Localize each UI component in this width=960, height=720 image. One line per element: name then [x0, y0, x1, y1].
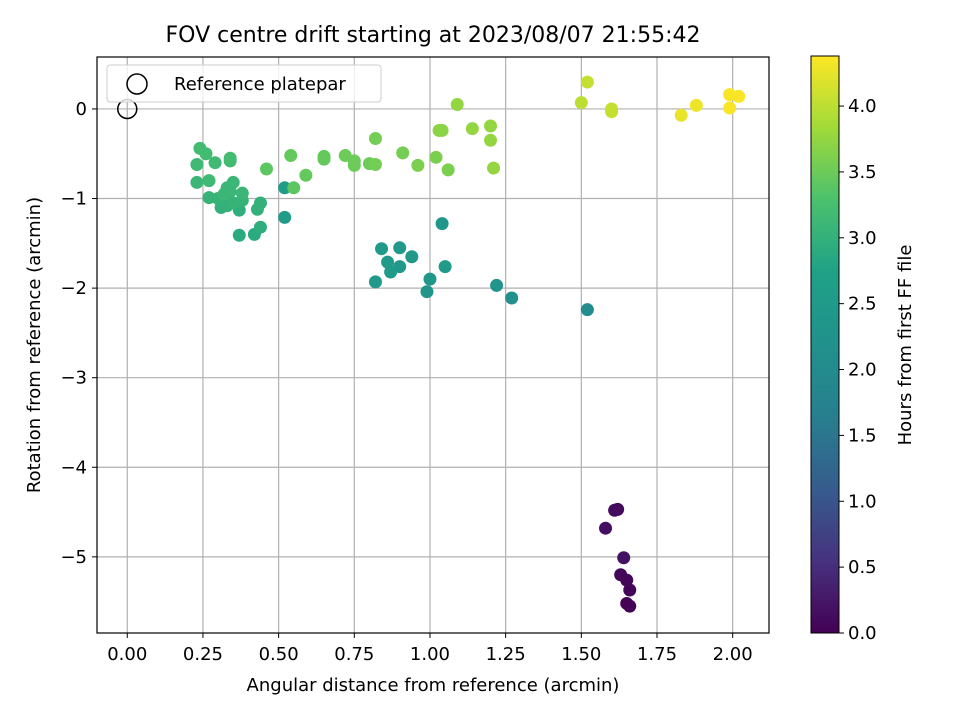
x-tick-label: 2.00 — [713, 644, 753, 665]
data-point — [405, 250, 419, 264]
data-point — [396, 146, 410, 160]
data-point — [190, 175, 204, 189]
legend-open-circle-marker — [126, 73, 148, 95]
colorbar-tick-label: 1.0 — [848, 491, 877, 512]
data-point — [420, 285, 434, 299]
y-tick-label: −4 — [60, 457, 87, 478]
y-tick-label: −1 — [60, 189, 87, 210]
chart-title: FOV centre drift starting at 2023/08/07 … — [166, 23, 701, 48]
data-point — [393, 260, 407, 274]
data-point — [732, 89, 746, 103]
colorbar-tick-label: 0.5 — [848, 557, 877, 578]
data-point — [278, 210, 292, 224]
x-tick-label: 1.50 — [561, 644, 601, 665]
data-point — [623, 583, 637, 597]
data-point — [253, 196, 267, 210]
legend-label-reference-platepar: Reference platepar — [174, 74, 346, 95]
data-point — [484, 133, 498, 147]
x-tick-label: 0.25 — [183, 644, 223, 665]
legend: Reference platepar — [106, 64, 382, 103]
data-point — [287, 181, 301, 195]
data-point — [202, 191, 216, 205]
x-tick-label: 1.00 — [410, 644, 450, 665]
x-tick-label: 0.00 — [107, 644, 147, 665]
data-point — [202, 174, 216, 188]
data-point — [381, 255, 395, 269]
x-tick-label: 1.75 — [637, 644, 677, 665]
data-point — [253, 220, 267, 234]
y-axis-label: Rotation from reference (arcmin) — [24, 197, 45, 493]
data-point — [608, 503, 622, 517]
data-point — [580, 303, 594, 317]
colorbar-ticks: 0.0 0.5 1.0 1.5 2.0 2.5 3.0 3.5 4.0 — [839, 96, 877, 644]
data-point — [368, 157, 382, 171]
data-point — [411, 158, 425, 172]
colorbar-tick-label: 3.5 — [848, 162, 877, 183]
data-point — [689, 98, 703, 112]
data-point — [232, 228, 246, 242]
data-point — [284, 149, 298, 163]
data-point — [423, 272, 437, 286]
data-point — [429, 150, 443, 164]
data-point — [574, 96, 588, 110]
colorbar-tick-label: 0.0 — [848, 623, 877, 644]
colorbar-tick-label: 1.5 — [848, 425, 877, 446]
data-point — [299, 168, 313, 182]
y-tick-label: −5 — [60, 547, 87, 568]
data-point — [441, 163, 455, 177]
data-points — [117, 75, 746, 613]
colorbar: 0.0 0.5 1.0 1.5 2.0 2.5 3.0 3.5 4.0 Hours from f… — [810, 55, 916, 644]
data-point — [617, 551, 631, 565]
data-point — [505, 291, 519, 305]
data-point — [484, 119, 498, 133]
data-point — [435, 123, 449, 137]
legend-box — [106, 64, 382, 103]
data-point — [260, 162, 274, 176]
y-tick-label: 0 — [76, 99, 87, 120]
data-point — [347, 154, 361, 168]
data-point — [674, 108, 688, 122]
data-point — [208, 156, 222, 170]
data-point — [368, 275, 382, 289]
y-tick-label: −3 — [60, 368, 87, 389]
data-point — [223, 151, 237, 165]
y-axis-ticks: 0 −1 −2 −3 −4 −5 — [60, 99, 97, 568]
data-point — [599, 521, 613, 535]
colorbar-label: Hours from first FF file — [895, 245, 916, 446]
y-tick-label: −2 — [60, 278, 87, 299]
plot-frame — [96, 56, 770, 634]
data-point — [226, 175, 240, 189]
x-tick-label: 0.75 — [334, 644, 374, 665]
data-point — [487, 161, 501, 175]
colorbar-tick-label: 4.0 — [848, 96, 877, 117]
colorbar-tick-label: 2.0 — [848, 360, 877, 381]
data-point — [723, 101, 737, 115]
data-point — [620, 573, 634, 587]
data-point — [435, 217, 449, 231]
data-point — [438, 260, 452, 274]
x-tick-label: 0.50 — [259, 644, 299, 665]
data-point — [199, 147, 213, 161]
data-point — [465, 122, 479, 136]
data-point — [580, 75, 594, 89]
data-point — [375, 242, 389, 256]
colorbar-tick-label: 3.0 — [848, 228, 877, 249]
data-point — [393, 241, 407, 255]
colorbar-gradient — [810, 55, 840, 634]
data-point — [278, 181, 292, 195]
data-point — [190, 157, 204, 171]
data-point — [235, 186, 249, 200]
x-axis-label: Angular distance from reference (arcmin) — [247, 675, 620, 696]
data-point — [317, 149, 331, 163]
data-point — [450, 97, 464, 111]
x-tick-label: 1.25 — [486, 644, 526, 665]
colorbar-tick-label: 2.5 — [848, 294, 877, 315]
data-point — [368, 132, 382, 146]
data-point — [605, 105, 619, 119]
data-point — [623, 599, 637, 613]
x-axis-ticks: 0.00 0.25 0.50 0.75 1.00 1.25 1.50 1.75 2.00 — [107, 633, 753, 665]
data-point — [490, 278, 504, 292]
